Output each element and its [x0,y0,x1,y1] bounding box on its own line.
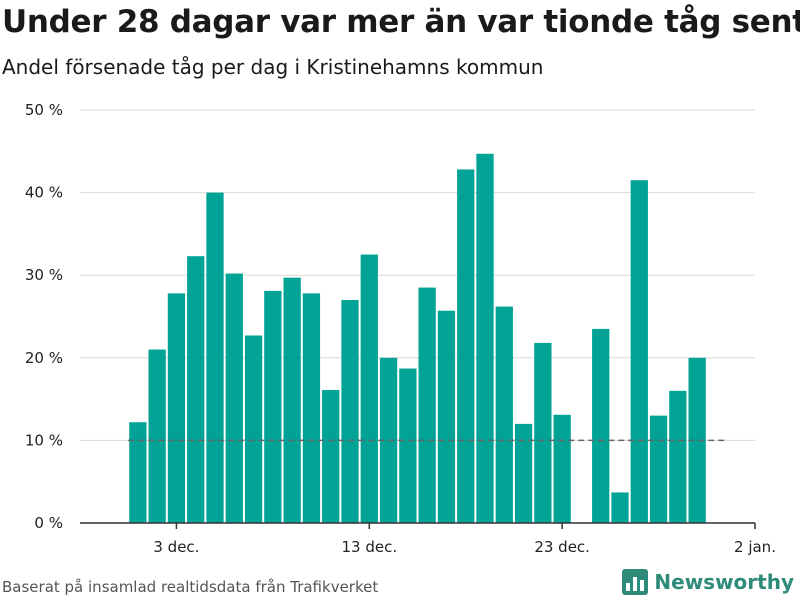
bar [418,287,436,523]
y-tick-label: 20 % [25,349,63,367]
brand-name: Newsworthy [654,570,794,594]
bar [457,169,475,524]
axes: 0 % 10 % 20 % 30 % 40 % 50 % 3 dec. 13 dec. 23 d… [25,101,776,556]
bar [322,390,340,523]
bar [244,335,263,523]
y-tick-label: 30 % [25,266,63,284]
x-tick-label: 3 dec. [153,538,199,556]
x-tick-label: 2 jan. [734,538,776,556]
x-tick-label: 23 dec. [534,538,590,556]
brand-logo: Newsworthy [622,569,794,595]
bar [514,423,533,523]
bar [649,415,668,523]
y-tick-label: 50 % [25,101,63,119]
y-tick-label: 0 % [34,514,63,532]
bar [302,293,321,523]
bar [553,414,571,523]
bar [495,306,513,523]
source-note: Baserat på insamlad realtidsdata från Tr… [2,578,379,596]
bar [206,192,224,523]
bar [630,180,648,523]
bar [669,390,687,523]
bar [688,357,706,523]
bar [129,422,147,523]
bar [534,342,552,523]
bar [187,256,205,523]
bar [341,299,359,523]
bar [476,153,494,523]
bar [283,277,301,523]
x-tick-label: 13 dec. [341,538,397,556]
bar [148,349,166,523]
bar [360,254,378,524]
bar [167,293,186,523]
chart-title: Under 28 dagar var mer än var tionde tåg… [2,4,800,40]
bar [592,328,610,523]
bar [399,368,417,523]
y-tick-label: 10 % [25,431,63,449]
bar [264,290,282,523]
chart-subtitle: Andel försenade tåg per dag i Kristineha… [2,55,544,79]
bar [225,273,243,523]
bars [129,153,706,524]
bar [437,310,456,523]
bar [611,492,629,523]
y-tick-label: 40 % [25,184,63,202]
newsworthy-logo-icon [622,569,649,595]
